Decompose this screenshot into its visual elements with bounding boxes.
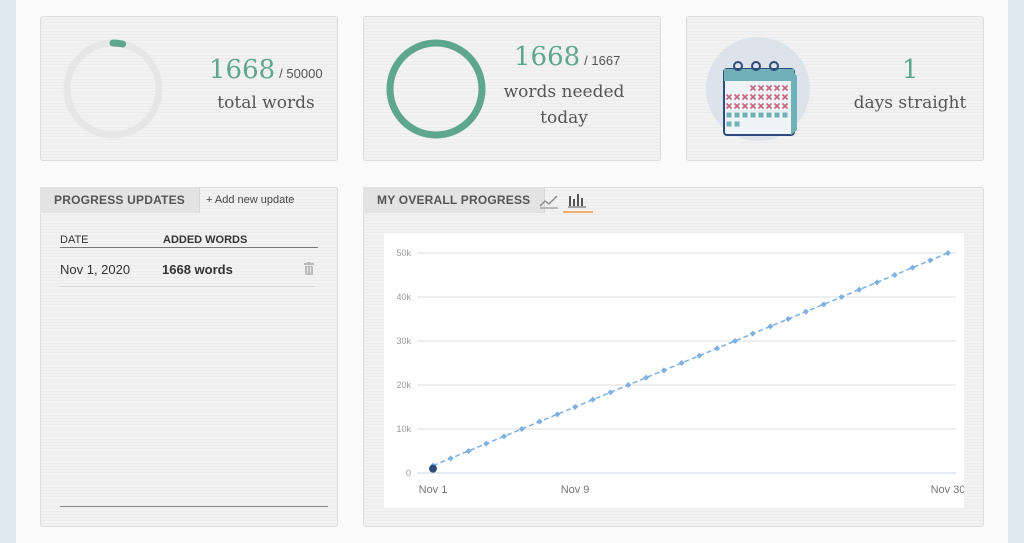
row-divider xyxy=(60,286,315,287)
target-point[interactable] xyxy=(927,257,934,264)
target-point[interactable] xyxy=(767,323,774,330)
y-tick-label: 0 xyxy=(406,468,411,478)
column-header-date: DATE xyxy=(60,234,89,246)
y-tick-label: 10k xyxy=(396,424,411,434)
target-point[interactable] xyxy=(856,286,863,293)
today-words-value: 1668/ 1667 xyxy=(514,42,621,72)
y-tick-label: 50k xyxy=(396,248,411,258)
progress-chart: 0 10k 20k 30k 40k 50k Nov 1 Nov 9 Nov 30 xyxy=(396,248,965,496)
target-point[interactable] xyxy=(625,382,632,388)
target-point[interactable] xyxy=(714,345,721,352)
target-point[interactable] xyxy=(678,360,685,366)
add-update-link[interactable]: + Add new update xyxy=(206,194,295,206)
tab-progress-updates[interactable]: PROGRESS UPDATES xyxy=(40,187,200,213)
target-point[interactable] xyxy=(838,294,845,300)
dashboard: 1668/ 50000 total words 1668/ 1667 words… xyxy=(16,0,1008,543)
words-needed-label: words needed today xyxy=(503,82,625,128)
calendar-icon xyxy=(706,37,810,141)
y-tick-label: 20k xyxy=(396,380,411,390)
y-tick-label: 40k xyxy=(396,292,411,302)
words-needed-card: 1668/ 1667 words needed today xyxy=(363,16,661,161)
x-tick-label: Nov 9 xyxy=(561,484,590,496)
overall-progress-panel: MY OVERALL PROGRESS 0 10k 20k 30k 40k 50k Nov … xyxy=(363,187,984,527)
target-point[interactable] xyxy=(572,404,579,410)
x-tick-label: Nov 1 xyxy=(419,484,448,496)
target-point[interactable] xyxy=(731,338,738,344)
header-divider xyxy=(60,247,318,248)
actual-point[interactable] xyxy=(429,464,437,473)
column-header-added-words: ADDED WORDS xyxy=(163,234,248,246)
y-tick-label: 30k xyxy=(396,336,411,346)
target-point[interactable] xyxy=(501,433,508,440)
target-point[interactable] xyxy=(802,308,809,315)
bar-chart-icon[interactable] xyxy=(567,192,587,208)
active-tab-underline xyxy=(563,211,593,213)
today-progress-ring xyxy=(386,39,486,139)
target-point[interactable] xyxy=(785,316,792,322)
target-point[interactable] xyxy=(909,264,916,271)
target-point[interactable] xyxy=(536,418,543,425)
target-point[interactable] xyxy=(589,396,596,403)
target-point[interactable] xyxy=(660,367,667,374)
total-words-value: 1668/ 50000 xyxy=(209,55,323,85)
delete-icon[interactable] xyxy=(303,262,315,275)
progress-updates-panel: PROGRESS UPDATES + Add new update DATE A… xyxy=(40,187,338,527)
chart-area: 0 10k 20k 30k 40k 50k Nov 1 Nov 9 Nov 30 xyxy=(384,233,965,508)
total-words-goal: / 50000 xyxy=(279,66,323,81)
target-point[interactable] xyxy=(891,272,898,278)
row-date: Nov 1, 2020 xyxy=(60,262,131,277)
target-point[interactable] xyxy=(447,455,454,462)
table-footer-divider xyxy=(60,506,328,507)
target-point[interactable] xyxy=(554,411,561,418)
today-words-goal: / 1667 xyxy=(584,53,621,68)
streak-value: 1 xyxy=(902,55,919,85)
target-point[interactable] xyxy=(518,426,525,432)
target-point[interactable] xyxy=(749,330,756,337)
target-point[interactable] xyxy=(483,440,490,447)
target-point[interactable] xyxy=(873,279,880,286)
target-point[interactable] xyxy=(465,448,472,454)
streak-card: 1 days straight xyxy=(686,16,984,161)
target-series-line xyxy=(432,252,949,467)
line-chart-icon[interactable] xyxy=(539,193,559,209)
row-words: 1668 words xyxy=(162,262,233,277)
target-point[interactable] xyxy=(607,389,614,396)
target-point[interactable] xyxy=(696,352,703,359)
target-point[interactable] xyxy=(820,301,827,308)
tab-overall-progress[interactable]: MY OVERALL PROGRESS xyxy=(363,187,546,213)
total-progress-ring xyxy=(63,39,163,139)
streak-label: days straight xyxy=(853,93,967,113)
target-point[interactable] xyxy=(945,250,951,256)
target-point[interactable] xyxy=(643,374,650,381)
total-words-label: total words xyxy=(217,93,315,113)
total-words-card: 1668/ 50000 total words xyxy=(40,16,338,161)
x-tick-label: Nov 30 xyxy=(931,484,964,496)
